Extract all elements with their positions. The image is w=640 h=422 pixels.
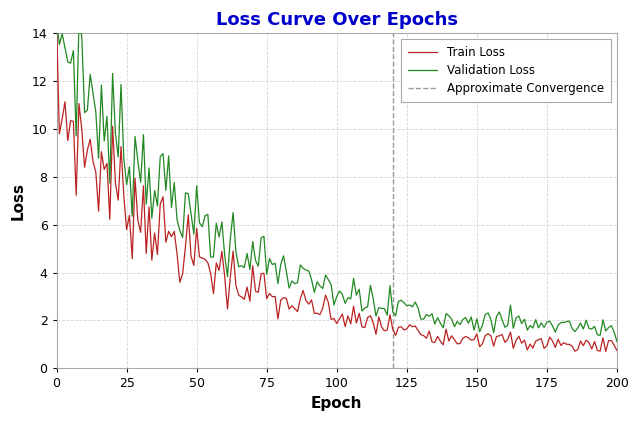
Approximate Convergence (389, 342, 397, 347)
Legend: Train Loss, Validation Loss, Approximate Convergence: Train Loss, Validation Loss, Approximate… (401, 39, 611, 102)
Train Loss (613, 348, 621, 353)
Train Loss (288, 303, 296, 308)
Y-axis label: Loss: Loss (11, 182, 26, 220)
Validation Loss (56, 42, 63, 47)
Validation Loss (355, 287, 363, 292)
Train Loss (355, 311, 363, 316)
Validation Loss (566, 319, 573, 324)
Validation Loss (288, 279, 296, 284)
Title: Loss Curve Over Epochs: Loss Curve Over Epochs (216, 11, 458, 29)
Train Loss (566, 342, 573, 347)
Validation Loss (103, 114, 111, 119)
Validation Loss (52, 19, 60, 24)
Validation Loss (257, 235, 265, 240)
X-axis label: Epoch: Epoch (311, 396, 362, 411)
Train Loss (103, 161, 111, 166)
Train Loss (257, 271, 265, 276)
Approximate Convergence (389, 366, 397, 371)
Line: Validation Loss: Validation Loss (56, 22, 617, 341)
Validation Loss (613, 339, 621, 344)
Train Loss (52, 23, 60, 28)
Train Loss (602, 349, 609, 354)
Train Loss (56, 131, 63, 136)
Line: Train Loss: Train Loss (56, 25, 617, 352)
